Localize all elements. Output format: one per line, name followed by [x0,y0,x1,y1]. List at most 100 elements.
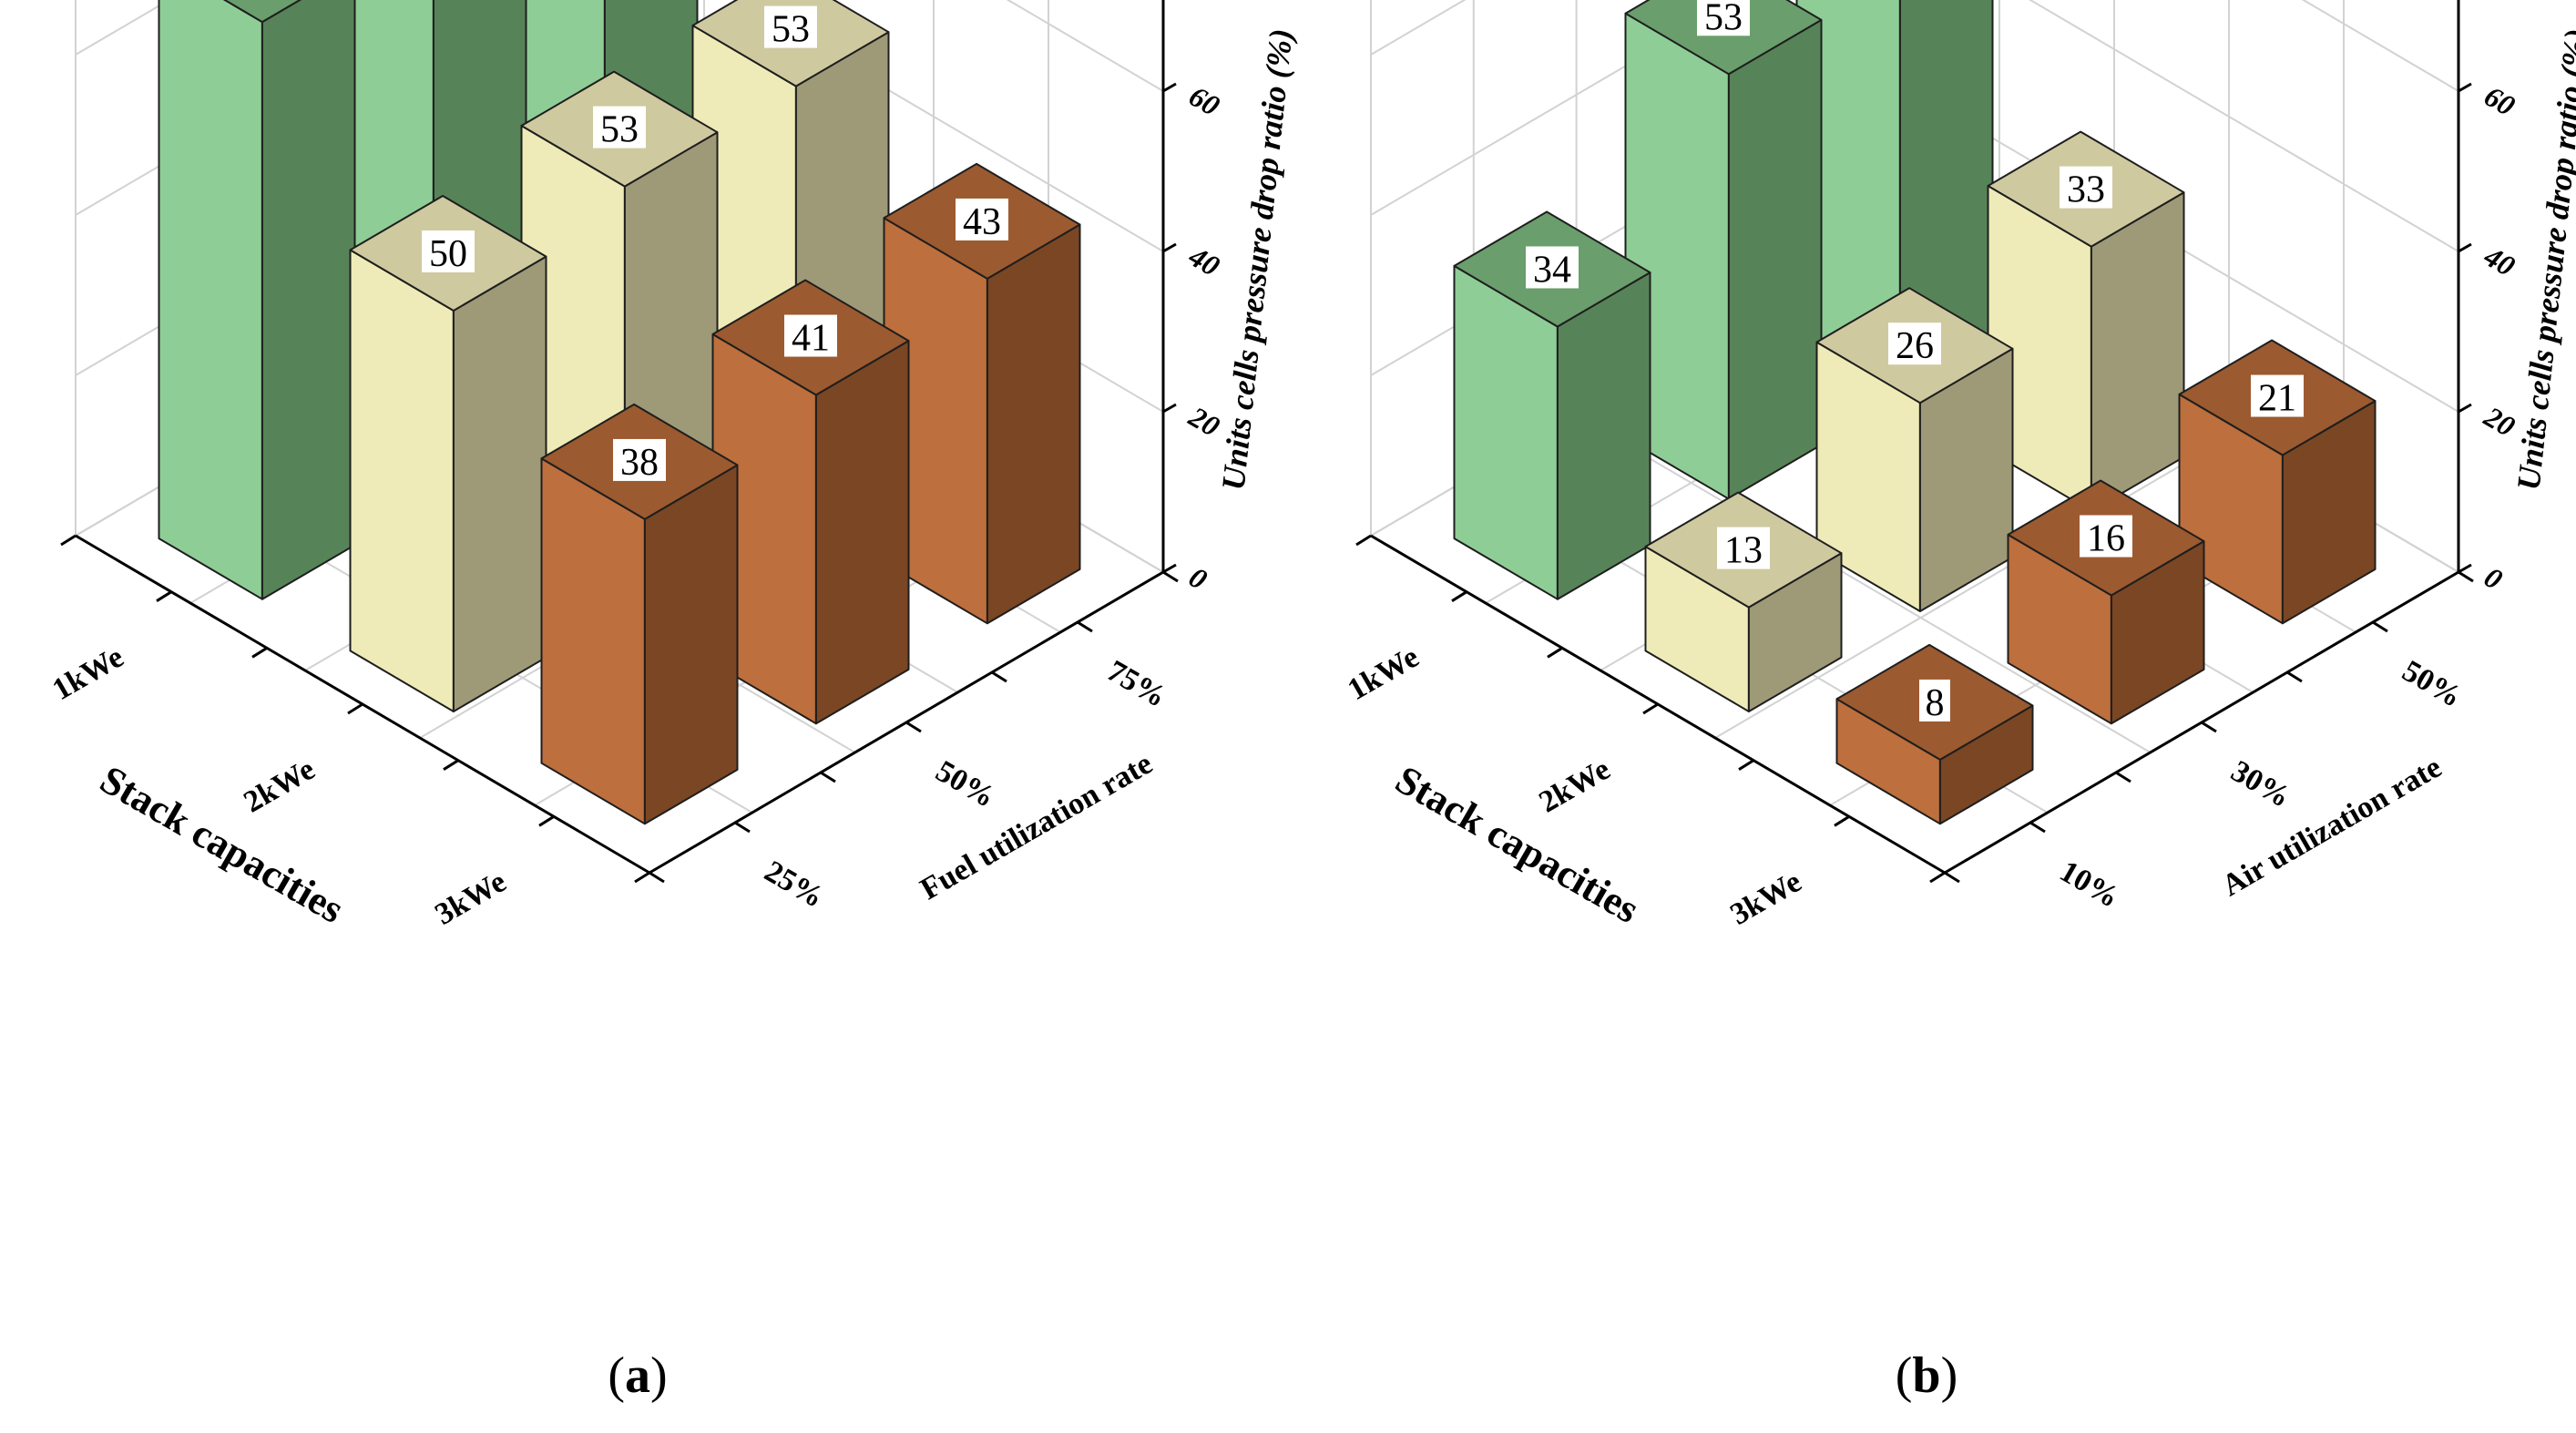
chart-b-value-label: 34 [1533,249,1571,291]
chart-b-z-tick [2458,82,2472,93]
chart-b-y-tick [2286,670,2303,683]
chart-a-x-tick-label: 2kWe [239,752,321,820]
chart-a-value-label-bg [956,198,1008,241]
chart-b-value-label-bg [1888,322,1941,365]
chart-a-y-tick [991,670,1007,683]
chart-b-bar-2kWe-10%: 13 [1644,491,1843,712]
chart-a-x-tick-label: 3kWe [430,865,512,932]
chart-b-floor-grid-line [1714,436,2230,739]
chart-b-z-axis-title: Units cells pressure drop ratio (%) [2510,27,2576,492]
chart-a-z-tick [1162,563,1177,574]
chart-b-x-tick [1738,759,1754,771]
chart-b-bar-3kWe-10%: 8 [1835,643,2034,825]
chart-a-bar-front-face [540,457,646,825]
chart-a-y-tick-label: 50% [930,754,1000,814]
chart-b-floor-grid-line [1576,415,2152,753]
chart-a-bar-top-face [222,0,302,24]
chart-a-y-tick [1162,570,1179,583]
chart-b-panel-label: (b) [1896,1347,1958,1404]
chart-b-bar-top-face [1624,0,1823,76]
chart-a-value-label: 43 [963,201,1001,243]
chart-a-x-tick [156,590,172,602]
chart-b-z-tick-label: 60 [2479,79,2521,122]
chart-a-y-tick [649,871,665,884]
chart-b-z-tick-label: 20 [2479,399,2521,443]
chart-b-value-label-bg [1697,0,1750,36]
chart-a-value-label: 53 [600,109,639,151]
chart-a-z-tick-label: 0 [1184,560,1213,596]
chart-b-value-label: 8 [1926,682,1945,724]
chart-a-bar-side-face [452,255,547,712]
chart-a-x-tick [347,702,363,715]
chart-a-value-label: 53 [772,9,810,51]
chart-a-value-label-bg [784,314,837,357]
chart-b-bar-side-face [1727,18,1823,500]
chart-a-value-label: 50 [429,233,467,275]
chart-a-value-label: 38 [620,442,659,484]
chart-b-y-tick [2115,771,2131,783]
chart-b-y-tick-label: 10% [2054,855,2124,915]
chart-b-bar-3kWe-30%: 16 [2007,479,2205,725]
chart-b-z-tick [2458,403,2472,414]
chart-a-z-tick [1162,403,1177,414]
chart-a-y-tick-label: 25% [759,855,829,915]
chart-a-value-label-bg [422,230,475,272]
chart-b-value-label-bg [1717,527,1770,569]
chart-b-x-tick-label: 2kWe [1534,752,1616,820]
chart-b-value-label: 53 [1704,0,1743,38]
chart-b-z-tick [2458,242,2472,253]
chart-b-bar-2kWe-50%: 33 [1987,130,2185,512]
chart-b-x-tick [1547,647,1563,659]
chart-b-y-tick [2029,821,2046,834]
chart-b-value-label: 21 [2258,378,2296,420]
chart-b-value-label-bg [2060,166,2112,209]
chart-a-bar-3kWe-25%: 38 [540,403,739,825]
chart-a-bar-side-face [814,340,910,725]
chart-a-bar-front-face [349,249,455,712]
chart-a-z-tick-label: 60 [1184,79,1226,122]
chart-a-y-tick [820,771,836,783]
chart-a-z-axis-title: Units cells pressure drop ratio (%) [1215,27,1300,492]
chart-a-x-tick [60,534,77,547]
chart-a-x-tick-label: 1kWe [47,640,129,708]
chart-b-value-label-bg [2080,515,2132,558]
chart-a-bar-3kWe-75%: 43 [883,162,1081,625]
chart-a-bar-1kWe-25%: 72 [158,0,356,600]
chart-b-bars: 61533433261321168 [1453,0,2377,825]
chart-b-bar-1kWe-30%: 53 [1624,0,1823,500]
chart-b-z-tick-label: 0 [2479,560,2509,596]
chart-b-zgrid-line [1370,0,2459,252]
chart-b-y-tick [1944,871,1960,884]
chart-a-x-tick [251,647,268,659]
chart-b-bar-side-face [1556,271,1651,600]
chart-a-z-tick-label: 20 [1183,399,1226,443]
chart-a-y-tick [905,721,922,733]
chart-b-bar-3kWe-50%: 21 [2178,339,2377,625]
chart-b-value-label: 13 [1724,530,1763,572]
chart-b-z-tick [2458,563,2472,574]
chart-a-x-tick [443,759,459,771]
chart-b-value-label-bg [1919,679,1950,722]
chart-a-z-tick [1162,82,1177,93]
chart-a-value-label-bg [593,106,646,148]
chart-a-bar-3kWe-50%: 41 [711,279,910,725]
chart-a-bar-side-face [643,464,739,825]
chart-b-y-tick [2201,721,2217,733]
chart-a-x-tick [634,871,650,884]
chart-b-y-tick-label: 50% [2397,654,2467,714]
chart-a-bar-front-face [158,0,263,600]
chart-b-y-tick [2458,570,2474,583]
chart-b-x-tick [1929,871,1946,884]
chart-b-z-tick-label: 40 [2479,239,2521,282]
chart-b-x-tick [1355,534,1372,547]
chart-a-value-label-bg [613,438,666,481]
chart-b-bar-1kWe-10%: 34 [1453,210,1651,600]
chart-a-bars: 747472535350434138 [158,0,1081,825]
chart-a-value-label-bg [764,5,817,48]
chart-b-x-tick-label: 3kWe [1725,865,1807,932]
chart-a-x-tick [538,815,555,827]
chart-a-bar-2kWe-25%: 50 [349,195,547,712]
